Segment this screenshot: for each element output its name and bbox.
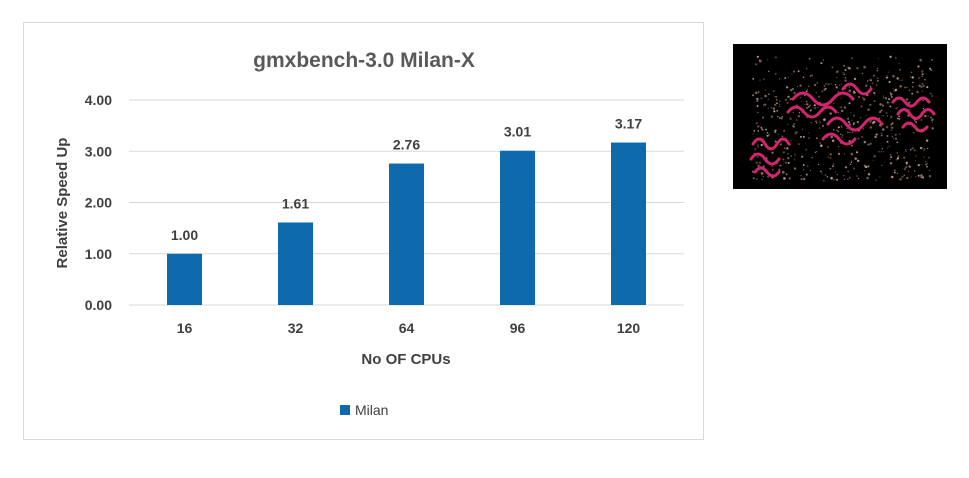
data-label: 1.61	[282, 195, 309, 211]
y-tick-label: 2.00	[85, 195, 112, 211]
data-label: 1.00	[171, 227, 198, 243]
data-labels: 1.00 1.61 2.76 3.01 3.17	[171, 116, 642, 243]
data-label: 3.17	[615, 116, 642, 132]
bars	[167, 142, 646, 305]
y-axis-label: Relative Speed Up	[54, 138, 71, 269]
x-axis-ticks: 16 32 64 96 120	[177, 320, 641, 336]
x-tick-label: 64	[399, 320, 415, 336]
protein-molecule-render	[733, 44, 947, 189]
x-tick-label: 120	[617, 320, 641, 336]
y-tick-label: 1.00	[85, 246, 112, 262]
y-tick-label: 0.00	[85, 297, 112, 313]
chart-frame: gmxbench-3.0 Milan-X 0.00 1.00 2.00 3.00 4.0…	[23, 22, 704, 440]
protein-ribbons	[749, 82, 936, 178]
legend-swatch-milan	[340, 405, 350, 415]
x-tick-label: 16	[177, 320, 193, 336]
bar-32	[278, 222, 313, 305]
y-tick-label: 4.00	[85, 92, 112, 108]
x-axis-label: No OF CPUs	[361, 351, 450, 368]
bar-120	[611, 142, 646, 305]
data-label: 3.01	[504, 124, 531, 140]
chart-title: gmxbench-3.0 Milan-X	[253, 49, 475, 72]
bar-16	[167, 253, 202, 305]
bar-chart: gmxbench-3.0 Milan-X 0.00 1.00 2.00 3.00 4.0…	[54, 49, 684, 418]
data-label: 2.76	[393, 137, 420, 153]
x-tick-label: 96	[510, 320, 526, 336]
legend-label-milan: Milan	[355, 402, 388, 418]
y-axis-ticks: 0.00 1.00 2.00 3.00 4.00	[85, 92, 112, 313]
x-tick-label: 32	[288, 320, 304, 336]
bar-96	[500, 150, 535, 305]
legend: Milan	[340, 402, 388, 418]
y-tick-label: 3.00	[85, 143, 112, 159]
water-particles	[751, 55, 934, 182]
bar-64	[389, 163, 424, 305]
